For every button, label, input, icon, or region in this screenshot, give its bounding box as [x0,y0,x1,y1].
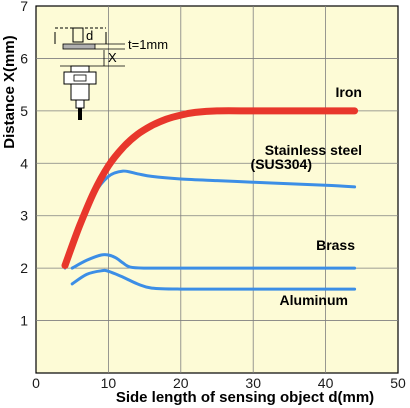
x-axis-label: Side length of sensing object d(mm) [116,389,374,406]
series-line-aluminum [70,268,357,291]
x-tick-label: 10 [101,375,117,391]
inset-side-label: d [86,28,93,43]
series-layer [61,107,359,291]
y-tick-label: 1 [20,313,28,329]
series-labels: Iron Stainless steel (SUS304) Brass Aluminum [251,84,362,308]
y-tick-label: 3 [20,208,28,224]
series-label-brass: Brass [316,237,355,253]
y-tick-label: 2 [20,260,28,276]
y-tick-label: 7 [20,0,28,14]
x-tick-label: 0 [32,375,40,391]
x-tick-label: 40 [318,375,334,391]
series-label-iron: Iron [336,84,362,100]
series-line-brass [70,253,357,270]
proximity-sensor-icon [60,65,125,120]
y-tick-label: 5 [20,103,28,119]
x-tick-label: 20 [173,375,189,391]
y-tick-label: 4 [20,155,28,171]
inset-distance-label: X [108,50,117,65]
y-axis-ticks: 1 2 3 4 5 6 7 [20,0,28,329]
x-tick-label: 50 [390,375,406,391]
series-line-iron [61,107,359,269]
series-label-aluminum: Aluminum [280,292,348,308]
y-axis-label: Distance X(mm) [1,35,18,148]
series-label-stainless-steel: Stainless steel (SUS304) [251,142,362,172]
y-tick-label: 6 [20,50,28,66]
x-tick-label: 30 [245,375,261,391]
x-axis-ticks: 0 10 20 30 40 50 [32,375,406,391]
sensor-inset-diagram: d t=1mm X [54,27,168,120]
inset-thickness-label: t=1mm [128,37,168,52]
plot-area [35,5,399,374]
target-plate-icon [54,27,125,50]
